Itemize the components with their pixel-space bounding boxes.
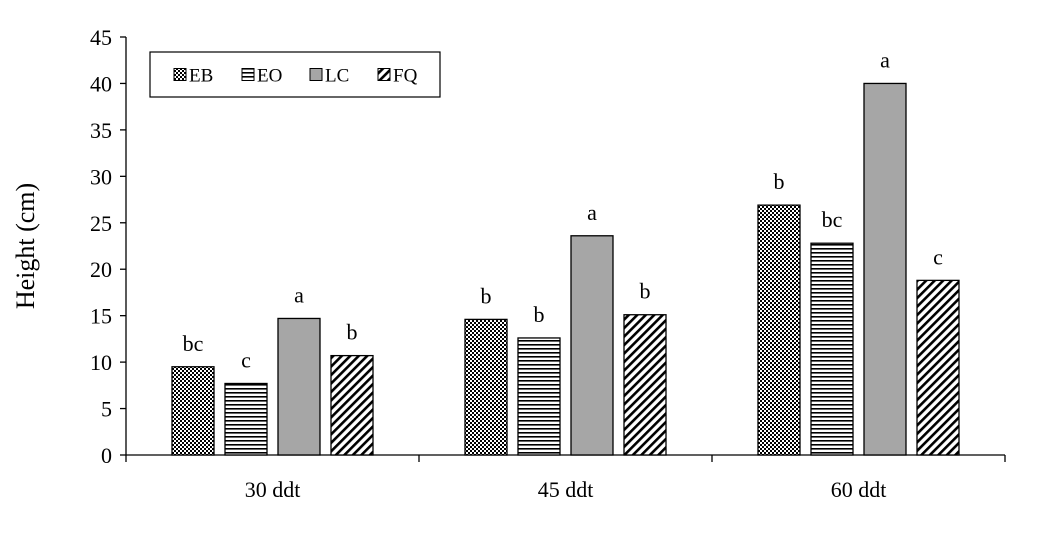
bar-lc-2 (570, 235, 614, 456)
bar-fq-1 (330, 354, 374, 456)
significance-label: b (774, 169, 785, 194)
significance-label: b (481, 283, 492, 308)
y-tick-label: 10 (90, 350, 112, 375)
legend-label-fq: FQ (393, 66, 418, 87)
legend-swatch-eo (241, 68, 255, 81)
legend-box (149, 51, 441, 98)
legend-label-eb: EB (189, 66, 213, 87)
legend-label-lc: LC (325, 66, 349, 87)
y-tick-label: 15 (90, 304, 112, 329)
bar-fq-2 (623, 314, 667, 456)
significance-label: c (241, 347, 251, 372)
significance-label: bc (183, 331, 204, 356)
significance-label: a (880, 47, 890, 72)
legend: EB EO LC FQ (149, 51, 441, 98)
y-tick-label: 30 (90, 164, 112, 189)
y-tick-label: 0 (101, 443, 112, 468)
bar-lc-1 (277, 317, 321, 456)
significance-label: b (347, 320, 358, 345)
x-tick-label: 60 ddt (831, 477, 887, 502)
y-tick-label: 40 (90, 71, 112, 96)
y-tick-label: 35 (90, 118, 112, 143)
bar-lc-3 (863, 82, 907, 456)
legend-swatch-eb (173, 68, 187, 81)
bar-eo-2 (517, 337, 561, 456)
legend-swatch-fq (377, 68, 391, 81)
y-axis-title: Height (cm) (11, 183, 40, 309)
y-tick-label: 25 (90, 211, 112, 236)
legend-swatch-lc (309, 68, 323, 81)
bar-eo-1 (224, 382, 268, 456)
significance-label: a (294, 282, 304, 307)
significance-label: b (534, 302, 545, 327)
y-tick-label: 20 (90, 257, 112, 282)
y-tick-label: 5 (101, 397, 112, 422)
significance-label: bc (822, 207, 843, 232)
y-tick-label: 45 (90, 25, 112, 50)
bar-eb-2 (464, 318, 508, 456)
x-tick-label: 45 ddt (538, 477, 594, 502)
bar-eo-3 (810, 242, 854, 456)
bar-fq-3 (916, 279, 960, 456)
significance-label: c (933, 244, 943, 269)
bars: bc c a b b b a b b bc a c (171, 47, 960, 456)
significance-label: b (640, 279, 651, 304)
x-tick-label: 30 ddt (245, 477, 301, 502)
significance-label: a (587, 200, 597, 225)
bar-eb-1 (171, 366, 215, 456)
axes: 0 5 10 15 20 25 30 35 40 45 Height (cm) 30 ddt 45 dd… (11, 25, 1006, 502)
bar-eb-3 (757, 204, 801, 456)
legend-label-eo: EO (257, 66, 282, 87)
